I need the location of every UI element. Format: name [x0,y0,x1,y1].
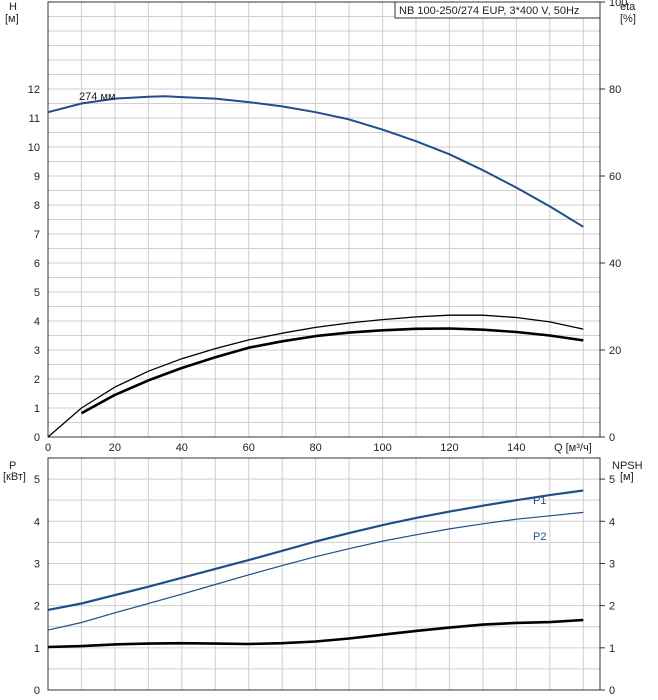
npsh-curve [47,618,584,649]
title-box [394,1,601,19]
y-right-tick-label: 100 [609,0,627,9]
y-right-tick-label: 60 [609,171,621,183]
y-right-unit-bottom: [м] [620,471,634,483]
x-tick-label: 40 [176,442,188,454]
bottom-grid [48,458,600,690]
y-left-tick-label: 3 [34,558,40,570]
y-left-tick-label: 1 [34,403,40,415]
y-left-tick-label: 8 [34,200,40,212]
y-right-tick-label: 0 [609,685,615,697]
y-left-tick-label: 5 [34,474,40,486]
y-right-tick-label: 4 [609,516,615,528]
x-tick-label: 120 [440,442,458,454]
y-left-tick-label: 5 [34,287,40,299]
x-tick-label: 140 [507,442,525,454]
bottom-series [47,489,584,649]
y-right-tick-label: 0 [609,432,615,444]
y-right-unit-top: [%] [620,13,636,25]
y-left-tick-label: 7 [34,229,40,241]
head-efficiency-panel: 0 20 40 60 80 100 120 1400123456789101112020406… [5,0,636,454]
y-right-tick-label: 20 [609,345,621,357]
y-right-label-top: eta [620,1,636,13]
p1-series-label: P1 [533,495,546,507]
y-left-tick-label: 4 [34,516,40,528]
y-left-tick-label: 0 [34,432,40,444]
y-right-tick-label: 80 [609,84,621,96]
y-left-tick-label: 10 [28,142,40,154]
power-npsh-panel: 0 1 2 3 4 5 0 1 2 3 4 5 P [кВт] NPSH [м] P1 P2 [3,457,643,697]
y-left-tick-label: 9 [34,171,40,183]
head-curve-274mm [47,95,584,228]
x-tick-label: 100 [373,442,391,454]
y-right-tick-label: 1 [609,643,615,655]
top-plot-frame [47,1,601,438]
top-tick-labels: 0 20 40 60 80 100 120 1400123456789101112020406… [28,0,628,454]
y-left-label-bottom: P [9,460,16,472]
x-tick-label: 80 [310,442,322,454]
bottom-plot-frame [47,457,601,691]
y-right-tick-label: 5 [609,474,615,486]
p2-series-label: P2 [533,531,546,543]
y-left-unit-top: [м] [5,13,19,25]
y-left-tick-label: 3 [34,345,40,357]
y-left-tick-label: 2 [34,601,40,613]
y-left-label-top: H [9,1,17,13]
y-right-tick-label: 40 [609,258,621,270]
x-axis-label: Q [м³/ч] [554,442,592,454]
p1-power-curve [47,489,584,611]
y-left-tick-label: 12 [28,84,40,96]
top-series [47,95,584,438]
y-left-unit-bottom: [кВт] [3,471,26,483]
x-tick-label: 20 [109,442,121,454]
bottom-tick-labels: 0 1 2 3 4 5 0 1 2 3 4 5 [34,474,615,697]
y-right-tick-label: 2 [609,601,615,613]
chart-title: NB 100-250/274 EUP, 3*400 V, 50Hz [399,5,579,17]
y-right-label-bottom: NPSH [612,460,643,472]
x-tick-label: 60 [243,442,255,454]
p2-power-curve [47,511,584,631]
y-left-tick-label: 4 [34,316,40,328]
efficiency-curve-thin [47,314,584,438]
x-tick-label: 0 [45,442,51,454]
y-left-tick-label: 2 [34,374,40,386]
top-grid [48,2,600,437]
efficiency-curve-thick [80,327,584,415]
y-right-tick-label: 3 [609,558,615,570]
y-left-tick-label: 0 [34,685,40,697]
y-left-tick-label: 11 [29,113,40,125]
impeller-diameter-label: 274 мм [79,91,116,103]
y-left-tick-label: 1 [34,643,40,655]
y-left-tick-label: 6 [34,258,40,270]
